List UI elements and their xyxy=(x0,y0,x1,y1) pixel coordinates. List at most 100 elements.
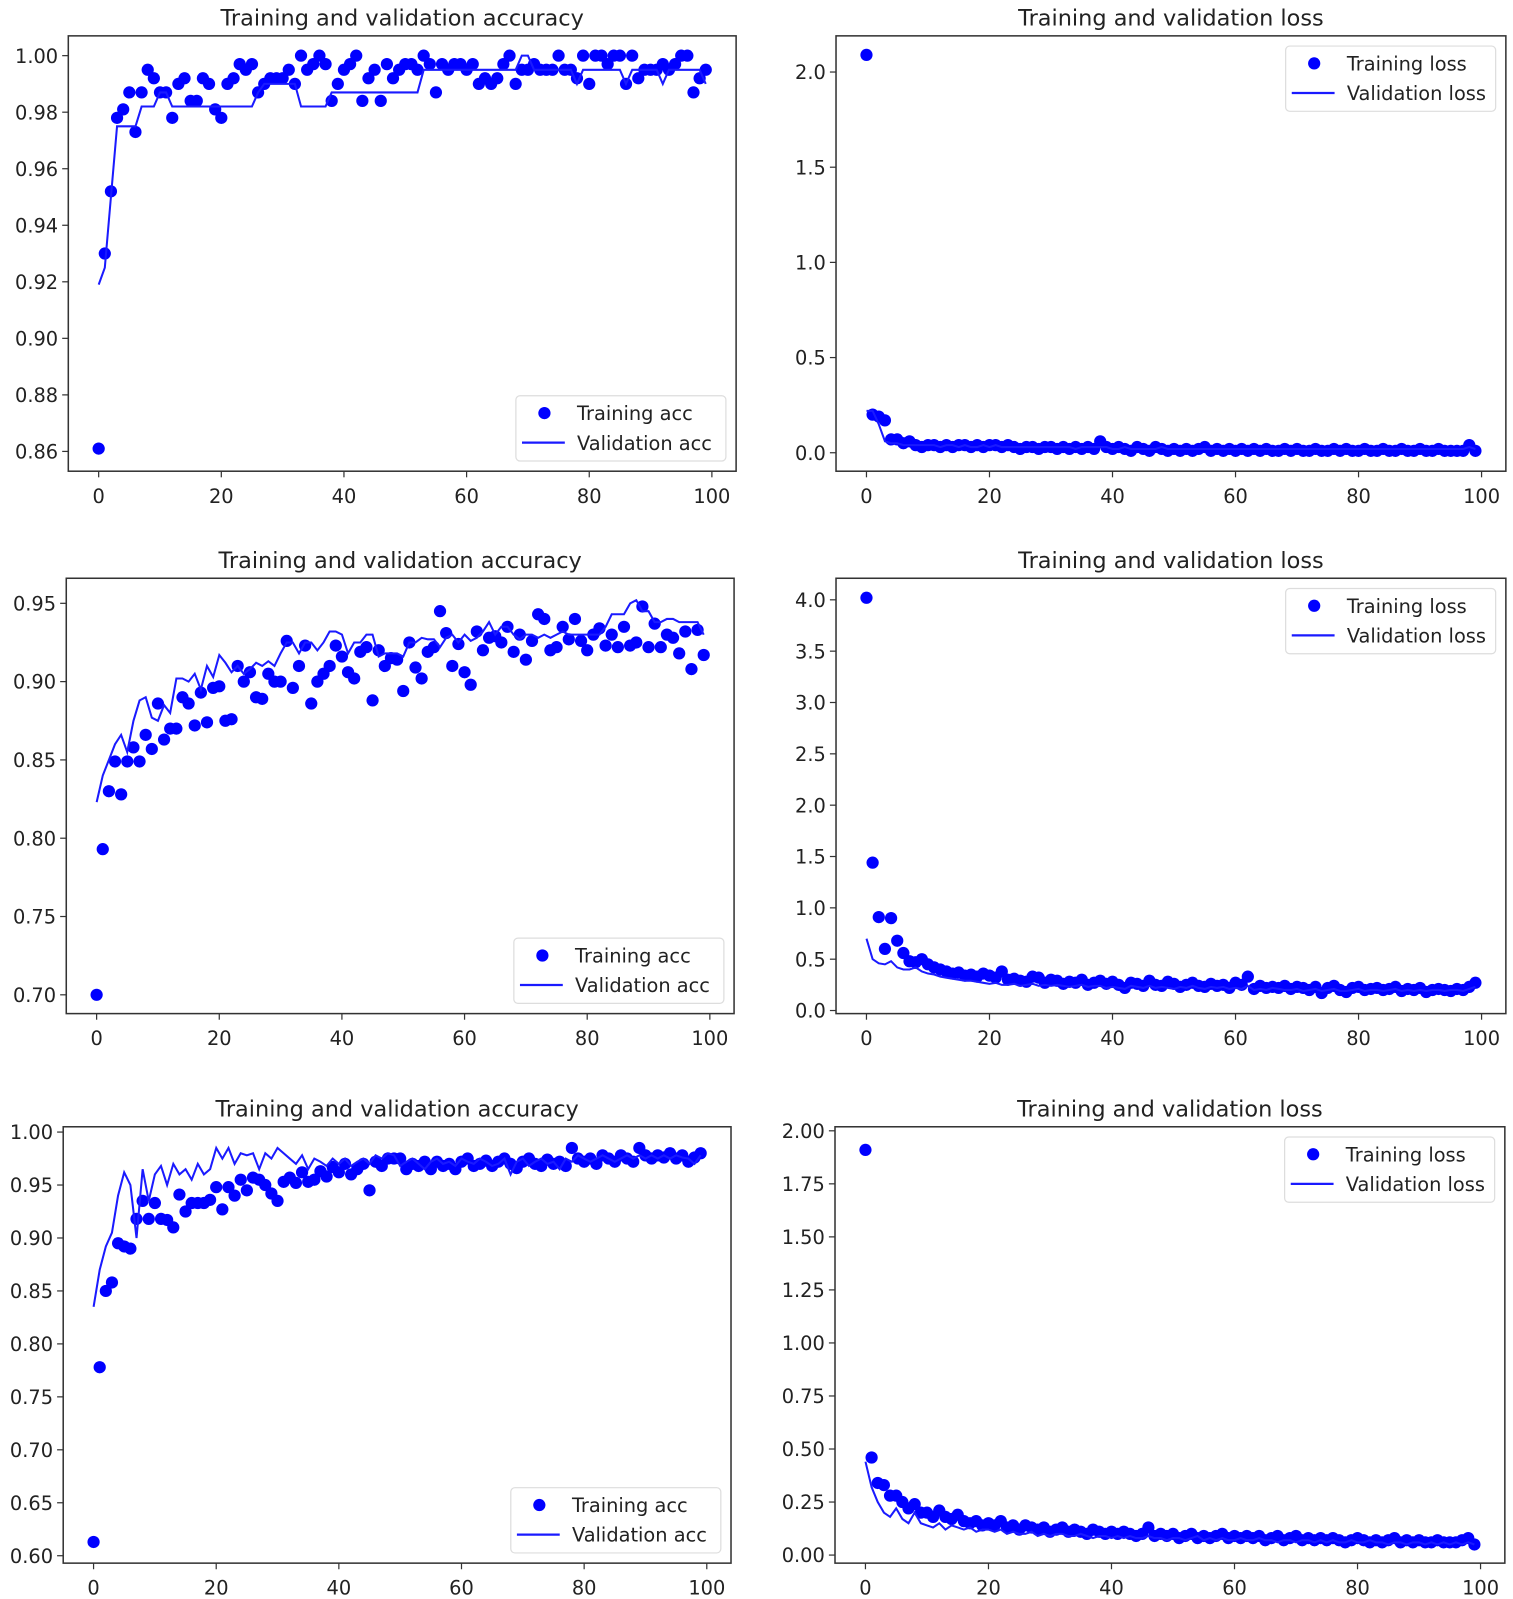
x-tick-label: 20 xyxy=(977,485,1002,508)
x-tick-label: 20 xyxy=(204,1577,229,1599)
axes-frame xyxy=(835,35,1507,472)
data-point xyxy=(215,111,228,124)
y-tick-label: 1.00 xyxy=(782,1332,825,1355)
data-point xyxy=(129,125,142,139)
x-tick-label: 100 xyxy=(1463,1027,1500,1050)
data-point xyxy=(865,1451,878,1464)
data-point xyxy=(210,1181,223,1194)
data-point xyxy=(234,1173,247,1186)
data-point xyxy=(105,1276,119,1289)
data-point xyxy=(574,634,588,648)
data-point xyxy=(908,1498,921,1511)
data-point xyxy=(147,72,160,85)
data-point xyxy=(642,641,655,654)
data-point xyxy=(409,661,422,674)
x-tick-label: 100 xyxy=(1463,485,1500,508)
data-point xyxy=(182,697,195,710)
y-tick-label: 0.92 xyxy=(15,271,58,294)
data-point xyxy=(497,58,510,71)
y-tick-label: 0.80 xyxy=(13,827,56,850)
x-tick-label: 60 xyxy=(1223,485,1248,508)
data-point xyxy=(685,662,698,676)
data-point xyxy=(872,910,885,924)
data-point xyxy=(630,636,643,649)
data-point xyxy=(417,49,430,62)
y-tick-label: 0.94 xyxy=(15,214,58,237)
data-point xyxy=(292,659,306,673)
x-tick-label: 0 xyxy=(92,485,104,508)
y-tick-label: 2.5 xyxy=(795,743,826,766)
x-tick-label: 0 xyxy=(859,1577,871,1599)
x-tick-label: 80 xyxy=(1346,485,1371,508)
data-point xyxy=(117,103,130,116)
data-point xyxy=(433,605,447,618)
data-point xyxy=(227,72,240,85)
x-tick-label: 40 xyxy=(1100,1027,1125,1050)
y-tick-label: 0.95 xyxy=(13,592,56,615)
data-point xyxy=(556,620,569,633)
data-point xyxy=(148,1196,162,1210)
data-point xyxy=(368,63,381,76)
x-tick-label: 20 xyxy=(977,1027,1002,1050)
x-tick-label: 60 xyxy=(452,1027,477,1050)
legend-dot-marker xyxy=(538,406,551,420)
x-tick-label: 60 xyxy=(449,1577,474,1599)
data-point xyxy=(237,675,250,688)
data-point xyxy=(329,639,342,652)
x-tick-label: 100 xyxy=(1462,1577,1499,1599)
data-point xyxy=(503,49,516,62)
y-tick-label: 0.85 xyxy=(13,749,56,772)
legend-box xyxy=(1285,587,1497,655)
data-point xyxy=(601,58,614,71)
y-tick-label: 0.60 xyxy=(10,1545,53,1568)
x-tick-label: 60 xyxy=(454,485,479,508)
data-point xyxy=(423,58,436,71)
data-point xyxy=(495,636,508,649)
data-point xyxy=(343,58,357,71)
legend-dot-marker xyxy=(536,949,549,962)
x-tick-label: 0 xyxy=(87,1577,99,1599)
x-tick-label: 0 xyxy=(90,1027,102,1050)
legend-label-training: Training acc xyxy=(576,402,693,425)
y-tick-label: 0.86 xyxy=(15,441,58,464)
legend-label-validation: Validation acc xyxy=(575,974,710,997)
legend-dot-marker xyxy=(533,1498,546,1512)
y-tick-label: 0.75 xyxy=(13,906,56,929)
plot-area xyxy=(860,48,1482,457)
data-point xyxy=(583,77,596,91)
data-point xyxy=(519,653,532,666)
data-point xyxy=(243,666,257,679)
data-point xyxy=(679,625,692,638)
x-tick-label: 40 xyxy=(327,1577,352,1599)
data-point xyxy=(98,247,111,260)
data-point xyxy=(121,755,134,768)
data-point xyxy=(228,1189,241,1202)
data-point xyxy=(145,742,158,756)
data-point xyxy=(525,634,539,648)
y-tick-label: 2.0 xyxy=(795,794,826,817)
x-tick-label: 20 xyxy=(976,1577,1001,1599)
data-point xyxy=(200,716,214,729)
y-tick-label: 0.70 xyxy=(10,1439,53,1462)
subplot-2: Training and validation loss 0 20 40 60 80 100… xyxy=(795,6,1507,508)
data-point xyxy=(108,755,122,768)
y-tick-label: 0.75 xyxy=(782,1385,825,1408)
data-point xyxy=(673,647,686,660)
y-tick-label: 0.85 xyxy=(10,1280,53,1303)
data-point xyxy=(464,678,477,691)
x-tick-label: 100 xyxy=(693,485,730,508)
legend: Training loss Validation loss xyxy=(1285,587,1497,655)
y-tick-label: 1.0 xyxy=(795,252,826,275)
data-point xyxy=(411,63,424,76)
data-point xyxy=(216,1203,229,1216)
data-point xyxy=(332,1166,345,1179)
data-point xyxy=(699,63,712,76)
data-point xyxy=(142,1212,155,1226)
y-tick-label: 0.90 xyxy=(13,671,56,694)
chart-title: Training and validation loss xyxy=(1017,6,1324,32)
data-point xyxy=(190,94,203,107)
x-tick-label: 100 xyxy=(688,1577,725,1599)
data-point xyxy=(130,1212,143,1226)
subplot-4: Training and validation loss 0 20 40 60 80 100… xyxy=(795,548,1507,1050)
x-tick-label: 0 xyxy=(860,1027,872,1050)
